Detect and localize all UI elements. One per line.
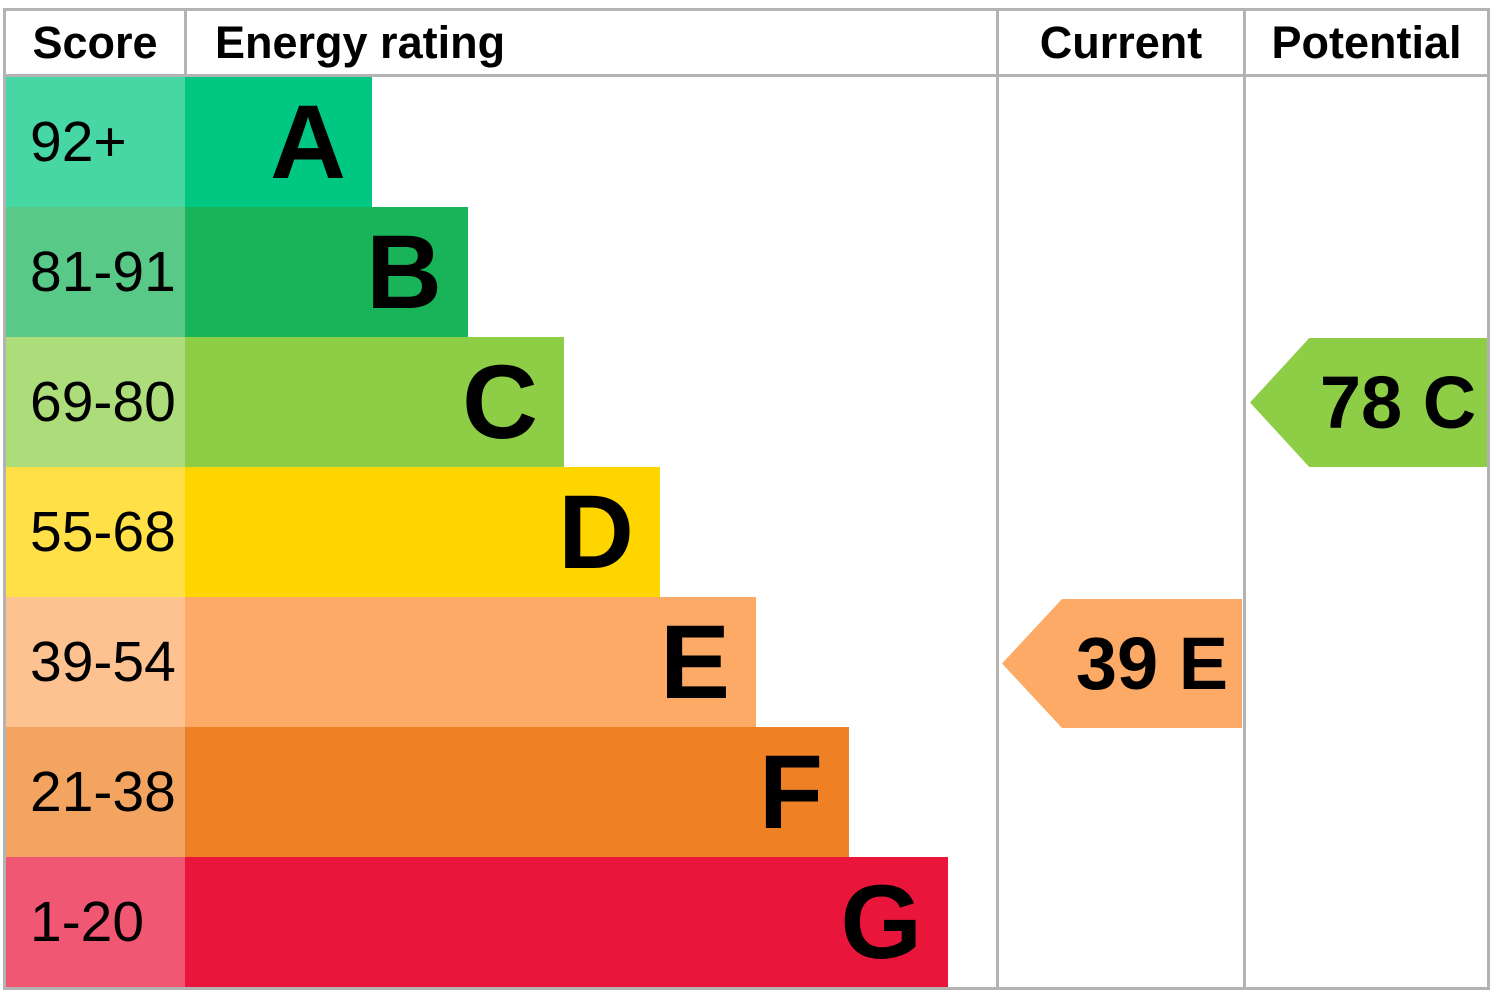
potential-column-divider [1243, 8, 1246, 990]
score-cell: 55-68 [6, 467, 185, 597]
rating-letter: A [270, 83, 346, 201]
current-rating-label: 39 E [1075, 621, 1229, 705]
rating-bar-c: C [185, 337, 564, 467]
rating-letter: B [366, 213, 442, 331]
score-cell: 69-80 [6, 337, 185, 467]
rating-letter: C [462, 343, 538, 461]
score-cell: 81-91 [6, 207, 185, 337]
rating-letter: G [840, 863, 922, 981]
table-border-left [3, 8, 6, 990]
rating-letter: D [558, 473, 634, 591]
potential-column-header: Potential [1271, 17, 1462, 68]
header-underline [3, 74, 1490, 77]
score-cell: 1-20 [6, 857, 185, 987]
score-cell: 39-54 [6, 597, 185, 727]
score-column-header: Score [32, 17, 158, 68]
rating-bar-b: B [185, 207, 468, 337]
rating-bar-f: F [185, 727, 849, 857]
rating-bar-g: G [185, 857, 948, 987]
score-column-divider [184, 8, 187, 77]
potential-rating-arrow: 78 C [1250, 338, 1487, 467]
rating-letter: F [758, 733, 823, 851]
table-border-top [3, 8, 1490, 11]
current-column-divider [996, 8, 999, 990]
rating-bar-d: D [185, 467, 660, 597]
current-rating-arrow: 39 E [1002, 599, 1242, 728]
energy-rating-column-header: Energy rating [215, 17, 506, 68]
rating-letter: E [659, 603, 730, 721]
score-cell: 21-38 [6, 727, 185, 857]
potential-rating-label: 78 C [1319, 360, 1477, 444]
rating-bar-a: A [185, 77, 372, 207]
rating-bar-e: E [185, 597, 756, 727]
current-column-header: Current [1039, 17, 1203, 68]
table-border-bottom [3, 987, 1490, 990]
table-border-right [1487, 8, 1490, 990]
score-cell: 92+ [6, 77, 185, 207]
